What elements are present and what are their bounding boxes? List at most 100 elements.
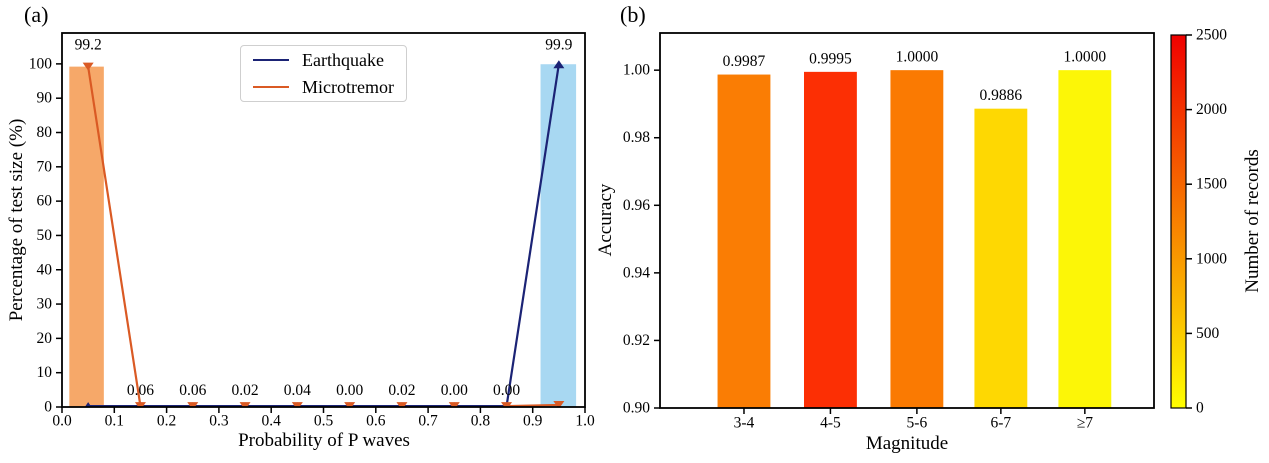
colorbar-ticks: 0 500 1000 1500 2000 2500 xyxy=(1186,27,1227,417)
panel-b-value-label: 0.9886 xyxy=(980,87,1023,104)
colorbar-tick-label: 1500 xyxy=(1196,176,1227,193)
accuracy-bar xyxy=(717,74,771,409)
panel-a-x-tick-label: 0.4 xyxy=(262,413,282,430)
colorbar-tick-label: 500 xyxy=(1196,325,1220,342)
earthquake-line xyxy=(88,64,560,407)
panel-a-x-tick-label: 0.9 xyxy=(523,413,543,430)
panel-b-x-tick-label: 3-4 xyxy=(734,415,755,432)
panel-a-value-label: 0.00 xyxy=(441,382,468,399)
panel-a-x-tick-label: 1.0 xyxy=(575,413,595,430)
colorbar-title: Number of records xyxy=(1242,149,1263,293)
panel-a-y-tick-label: 60 xyxy=(37,193,53,210)
panel-b-x-axis-title: Magnitude xyxy=(865,433,949,454)
panel-a-x-tick-label: 0.1 xyxy=(105,413,124,430)
microtremor-marker xyxy=(344,402,356,407)
panel-a-bars xyxy=(69,64,577,408)
microtremor-line xyxy=(87,66,559,407)
microtremor-marker xyxy=(291,402,303,407)
earthquake-marker xyxy=(84,402,92,407)
earthquake-marker xyxy=(553,60,565,69)
panel-a-value-label: 0.06 xyxy=(127,382,154,399)
panel-b-tag: (b) xyxy=(620,2,646,27)
panel-b-y-tick-label: 0.96 xyxy=(623,197,650,214)
panel-a-x-axis: 0.0 0.1 0.2 0.3 0.4 0.5 0.6 0.7 0.8 0.9 1.0 xyxy=(52,407,595,430)
panel-b-plot-border xyxy=(659,32,1155,409)
panel-a-y-tick-label: 70 xyxy=(37,158,53,175)
colorbar-tick-label: 1000 xyxy=(1196,250,1227,267)
panel-b-value-label: 1.0000 xyxy=(896,49,939,66)
panel-a-value-label: 0.04 xyxy=(284,382,311,399)
panel-a-value-label: 0.00 xyxy=(336,382,363,399)
legend-item-earthquake: Earthquake xyxy=(253,49,394,71)
accuracy-bar xyxy=(974,108,1028,409)
microtremor-marker xyxy=(134,402,146,407)
microtremor-marker xyxy=(239,402,251,407)
panel-a-y-tick-label: 10 xyxy=(37,364,53,381)
earthquake-line-swatch xyxy=(253,58,289,62)
panel-b-x-tick-label: 4-5 xyxy=(820,415,841,432)
colorbar xyxy=(1170,34,1187,409)
accuracy-bar xyxy=(804,71,857,408)
microtremor-marker xyxy=(187,402,199,407)
panel-b-value-label: 0.9995 xyxy=(809,50,852,67)
panel-a-x-tick-label: 0.2 xyxy=(157,413,176,430)
panel-a-annotations: 99.2 0.06 0.06 0.02 0.04 0.00 0.02 0.00 0.00 99.9 xyxy=(75,37,573,400)
panel-b-y-axis: 0.90 0.92 0.94 0.96 0.98 1.00 xyxy=(623,62,660,417)
panel-b-y-tick-label: 0.92 xyxy=(623,332,650,349)
panel-a-y-tick-label: 100 xyxy=(29,55,53,72)
microtremor-marker xyxy=(448,402,460,407)
microtremor-line-swatch xyxy=(253,85,289,89)
panel-a-x-tick-label: 0.8 xyxy=(471,413,491,430)
panel-a-value-label: 99.9 xyxy=(545,37,572,54)
panel-b-y-axis-title: Accuracy xyxy=(595,183,616,257)
accuracy-bar xyxy=(890,70,944,408)
panel-a-value-label: 99.2 xyxy=(75,37,102,54)
panel-a-value-label: 0.06 xyxy=(179,382,206,399)
panel-a-y-tick-label: 0 xyxy=(44,399,52,416)
microtremor-bar xyxy=(69,66,104,408)
panel-a-x-tick-label: 0.3 xyxy=(209,413,229,430)
panel-a-lines xyxy=(87,64,560,407)
panel-b-x-tick-label: 6-7 xyxy=(991,415,1012,432)
legend-item-microtremor: Microtremor xyxy=(253,76,394,98)
panel-a-y-tick-label: 50 xyxy=(37,227,53,244)
panel-b-value-label: 0.9987 xyxy=(723,53,766,70)
panel-b-x-tick-label: 5-6 xyxy=(907,415,928,432)
panel-a-x-tick-label: 0.5 xyxy=(314,413,334,430)
panel-a-y-tick-label: 20 xyxy=(37,330,53,347)
panel-a-value-label: 0.02 xyxy=(231,382,258,399)
panel-b-value-label: 1.0000 xyxy=(1064,49,1107,66)
panel-a-y-tick-label: 40 xyxy=(37,261,53,278)
panel-a-x-tick-label: 0.6 xyxy=(366,413,386,430)
panel-a-x-tick-label: 0.0 xyxy=(52,413,72,430)
microtremor-marker xyxy=(553,400,565,407)
colorbar-tick-label: 2000 xyxy=(1196,101,1227,118)
panel-b-y-tick-label: 0.90 xyxy=(623,400,650,417)
panel-b-x-tick-label: ≥7 xyxy=(1077,415,1094,432)
panel-b-y-tick-label: 1.00 xyxy=(623,62,650,79)
panel-a-y-axis-title: Percentage of test size (%) xyxy=(6,118,27,322)
panel-a-y-axis: 0 10 20 30 40 50 60 70 80 90 100 xyxy=(29,55,62,416)
panel-a-x-tick-label: 0.7 xyxy=(418,413,438,430)
panel-a-value-label: 0.00 xyxy=(493,382,520,399)
colorbar-tick-label: 0 xyxy=(1196,400,1204,417)
panel-b-y-tick-label: 0.98 xyxy=(623,129,650,146)
microtremor-marker xyxy=(501,402,513,407)
panel-a-markers xyxy=(82,60,565,407)
panel-a-y-tick-label: 30 xyxy=(37,296,53,313)
microtremor-marker xyxy=(396,402,408,407)
panel-a-x-axis-title: Probability of P waves xyxy=(238,430,410,451)
accuracy-bar xyxy=(1058,70,1112,408)
panel-a-plot-border xyxy=(61,32,586,408)
legend-label-earthquake: Earthquake xyxy=(302,50,384,70)
panel-a-tag: (a) xyxy=(24,2,49,27)
panel-b-bars: 0.9987 3-4 0.9995 4-5 1.0000 5-6 0.9886 6-7 1.00… xyxy=(717,49,1112,432)
earthquake-bar xyxy=(540,64,577,408)
microtremor-marker xyxy=(82,62,94,71)
legend-box: Earthquake Microtremor xyxy=(240,45,407,102)
panel-a-y-tick-label: 80 xyxy=(37,124,53,141)
panel-a-value-label: 0.02 xyxy=(388,382,415,399)
panel-a-y-tick-label: 90 xyxy=(37,90,53,107)
